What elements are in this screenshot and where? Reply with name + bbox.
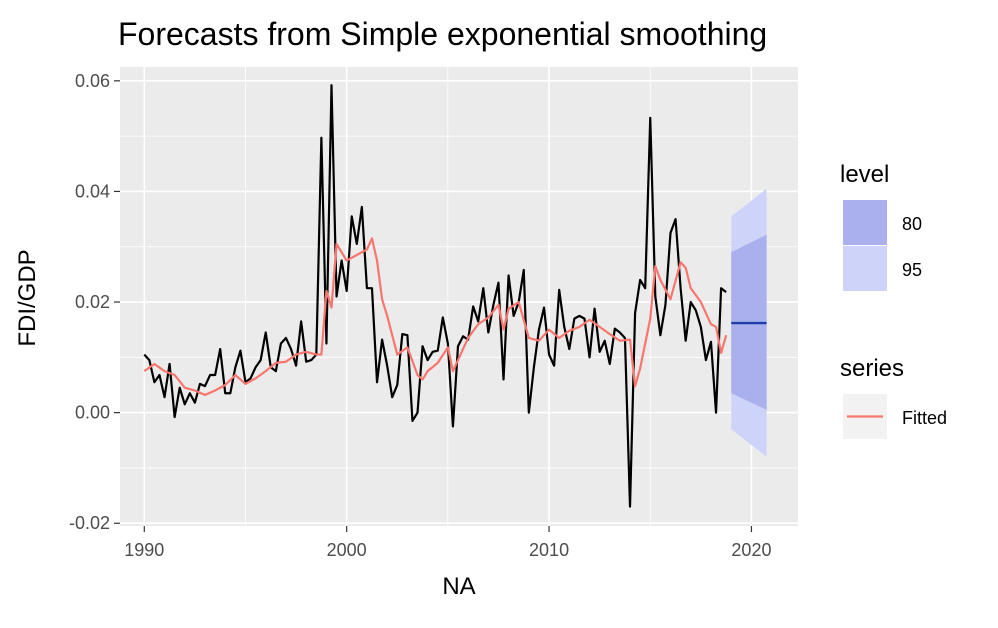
plot-panel	[120, 67, 798, 526]
legend-label-fitted: Fitted	[902, 408, 947, 428]
x-tick-label: 2000	[327, 540, 367, 560]
y-tick-label: 0.04	[75, 181, 110, 201]
y-tick-label: -0.02	[69, 513, 110, 533]
legend-key-80	[843, 200, 887, 245]
legend-title-series: series	[840, 355, 904, 382]
x-tick-label: 2020	[731, 540, 771, 560]
legend-label-80: 80	[902, 214, 922, 234]
y-axis: -0.02 0.00 0.02 0.04 0.06	[69, 71, 120, 533]
chart-title: Forecasts from Simple exponential smooth…	[118, 16, 767, 52]
x-tick-label: 1990	[124, 540, 164, 560]
fitted-line	[143, 237, 728, 397]
y-tick-label: 0.02	[75, 292, 110, 312]
actual-line	[143, 84, 727, 508]
y-tick-label: 0.06	[75, 71, 110, 91]
legend: level 80 95 series Fitted	[840, 161, 947, 439]
x-axis: 1990 2000 2010 2020	[124, 526, 771, 560]
legend-key-95	[843, 246, 887, 291]
legend-title-level: level	[840, 161, 889, 188]
x-axis-title: NA	[442, 573, 475, 600]
y-axis-title: FDI/GDP	[14, 249, 41, 346]
legend-label-95: 95	[902, 260, 922, 280]
series-lines	[143, 84, 767, 508]
x-tick-label: 2010	[529, 540, 569, 560]
y-tick-label: 0.00	[75, 403, 110, 423]
